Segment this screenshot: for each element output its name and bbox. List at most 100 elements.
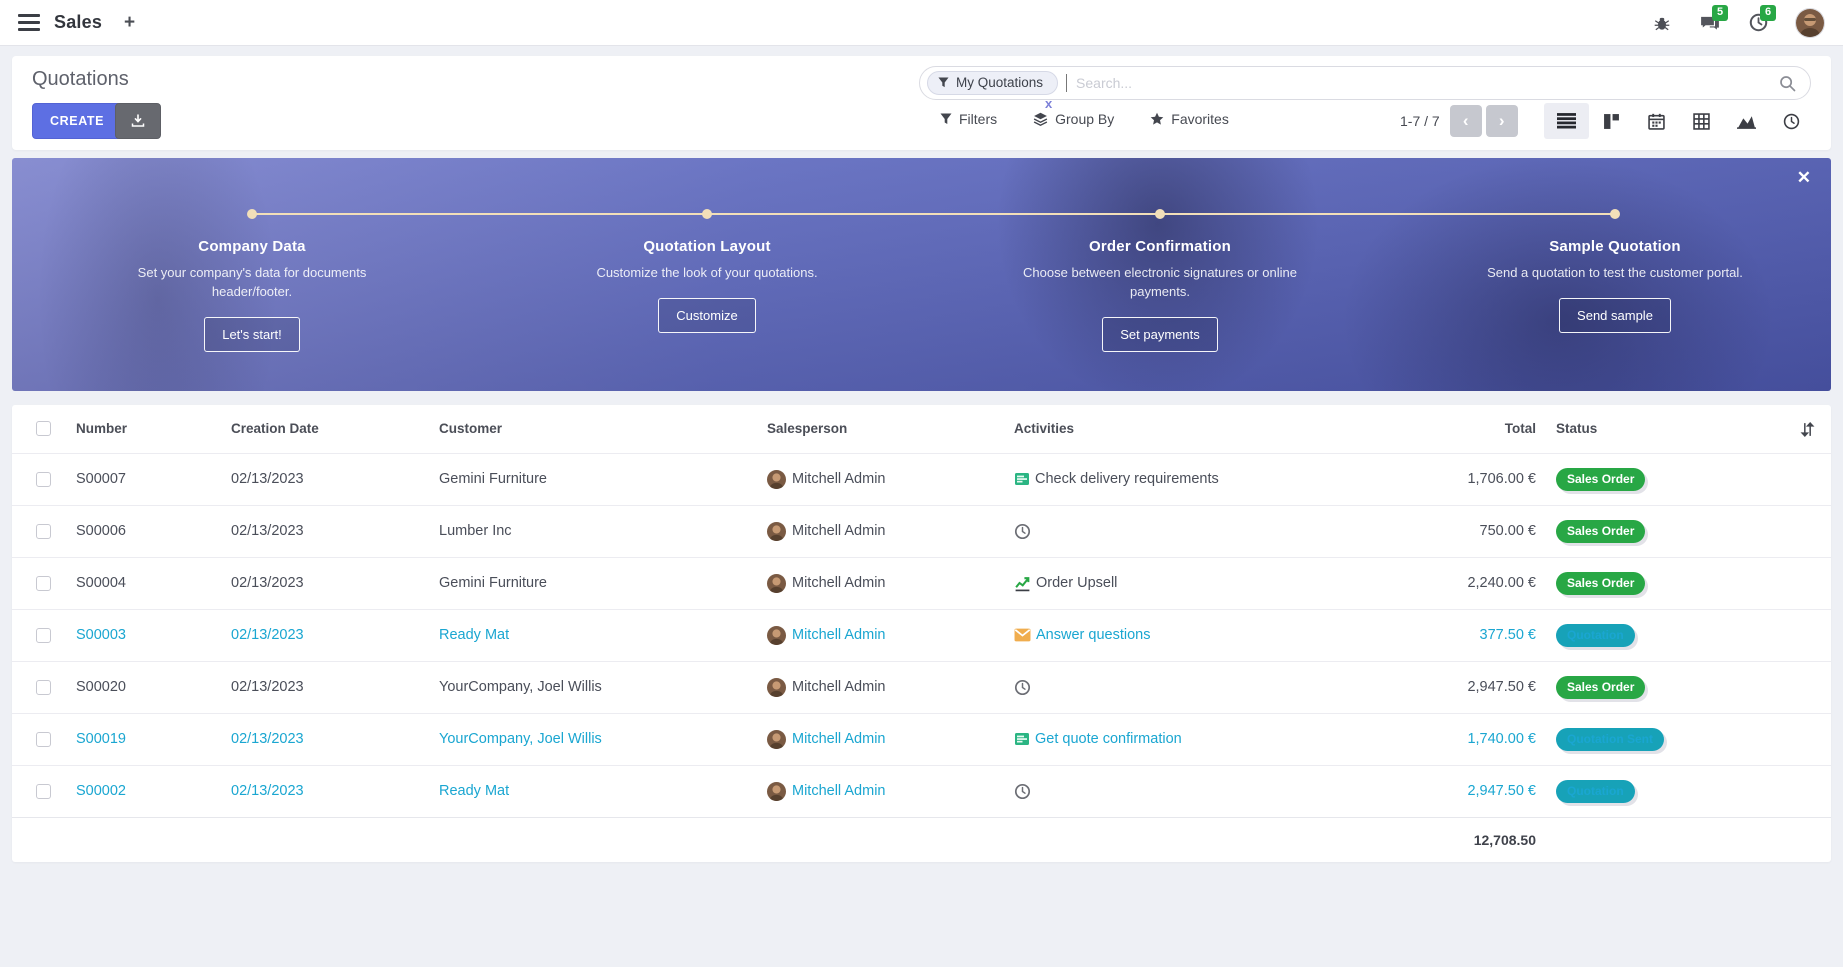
- cell-salesperson[interactable]: Mitchell Admin: [792, 471, 886, 487]
- cell-creation-date[interactable]: 02/13/2023: [231, 523, 304, 539]
- cell-customer[interactable]: Gemini Furniture: [439, 471, 547, 487]
- cell-total[interactable]: 1,706.00 €: [1467, 471, 1536, 487]
- row-checkbox[interactable]: [36, 627, 51, 643]
- cell-customer[interactable]: Lumber Inc: [439, 523, 512, 539]
- row-checkbox[interactable]: [36, 523, 51, 539]
- search-bar[interactable]: My Quotations Search... x: [919, 66, 1811, 111]
- onboarding-step-button[interactable]: Let's start!: [204, 316, 300, 352]
- cell-creation-date[interactable]: 02/13/2023: [231, 471, 304, 487]
- pager-previous-button[interactable]: ‹: [1449, 105, 1482, 137]
- column-header-number[interactable]: Number: [76, 421, 128, 437]
- clock-icon[interactable]: [1014, 523, 1031, 540]
- cell-total[interactable]: 2,947.50 €: [1467, 783, 1536, 799]
- plus-icon[interactable]: +: [124, 11, 136, 33]
- cell-number[interactable]: S00002: [76, 783, 126, 799]
- cell-number[interactable]: S00020: [76, 679, 126, 695]
- cell-number[interactable]: S00007: [76, 471, 126, 487]
- row-checkbox[interactable]: [36, 731, 51, 747]
- cell-total[interactable]: 750.00 €: [1479, 523, 1536, 539]
- pager-next-button[interactable]: ›: [1485, 105, 1518, 137]
- banner-close-icon[interactable]: ✕: [1796, 168, 1811, 187]
- column-header-status[interactable]: Status: [1556, 421, 1598, 437]
- filters-menu-button[interactable]: Filters: [940, 111, 997, 127]
- cell-total[interactable]: 377.50 €: [1479, 627, 1536, 643]
- apps-menu-icon[interactable]: [18, 14, 40, 31]
- export-button[interactable]: [115, 103, 161, 139]
- cell-customer[interactable]: YourCompany, Joel Willis: [439, 679, 602, 695]
- cell-number[interactable]: S00006: [76, 523, 126, 539]
- cell-salesperson[interactable]: Mitchell Admin: [792, 731, 886, 747]
- table-row[interactable]: S00006 02/13/2023 Lumber Inc Mitchell Ad…: [12, 505, 1831, 557]
- table-row[interactable]: S00002 02/13/2023 Ready Mat Mitchell Adm…: [12, 765, 1831, 817]
- graph-view-button[interactable]: [1724, 103, 1769, 139]
- pivot-view-button[interactable]: [1679, 103, 1724, 139]
- messages-icon[interactable]: 5: [1699, 4, 1729, 34]
- column-header-total[interactable]: Total: [1504, 421, 1536, 437]
- row-checkbox[interactable]: [36, 575, 51, 591]
- optional-columns-icon[interactable]: [1800, 421, 1815, 437]
- create-button[interactable]: CREATE: [32, 103, 123, 139]
- favorites-menu-button[interactable]: Favorites: [1150, 111, 1229, 127]
- cell-number[interactable]: S00019: [76, 731, 126, 747]
- row-checkbox[interactable]: [36, 471, 51, 487]
- cell-customer[interactable]: Ready Mat: [439, 783, 510, 799]
- clock-icon[interactable]: [1014, 783, 1031, 800]
- onboarding-step-dot: [247, 209, 257, 219]
- cell-creation-date[interactable]: 02/13/2023: [231, 679, 304, 695]
- row-checkbox[interactable]: [36, 679, 51, 695]
- cell-activity-label[interactable]: Check delivery requirements: [1035, 471, 1219, 487]
- kanban-view-button[interactable]: [1589, 103, 1634, 139]
- cell-total[interactable]: 2,240.00 €: [1467, 575, 1536, 591]
- tasks-icon[interactable]: [1014, 471, 1030, 487]
- row-checkbox[interactable]: [36, 783, 51, 799]
- select-all-checkbox[interactable]: [36, 421, 51, 437]
- cell-salesperson[interactable]: Mitchell Admin: [792, 783, 886, 799]
- table-row[interactable]: S00003 02/13/2023 Ready Mat Mitchell Adm…: [12, 609, 1831, 661]
- calendar-view-button[interactable]: [1634, 103, 1679, 139]
- cell-total[interactable]: 2,947.50 €: [1467, 679, 1536, 695]
- debug-bug-icon[interactable]: [1651, 12, 1673, 34]
- app-title[interactable]: Sales: [54, 12, 103, 32]
- user-avatar[interactable]: [1795, 7, 1825, 38]
- cell-customer[interactable]: Gemini Furniture: [439, 575, 547, 591]
- cell-salesperson[interactable]: Mitchell Admin: [792, 523, 886, 539]
- list-view-button[interactable]: [1544, 103, 1589, 139]
- search-input[interactable]: Search...: [1076, 75, 1133, 91]
- cell-salesperson[interactable]: Mitchell Admin: [792, 627, 886, 643]
- cell-salesperson[interactable]: Mitchell Admin: [792, 575, 886, 591]
- table-row[interactable]: S00007 02/13/2023 Gemini Furniture Mitch…: [12, 453, 1831, 505]
- column-header-creation-date[interactable]: Creation Date: [231, 421, 319, 437]
- cell-activity-label[interactable]: Answer questions: [1036, 627, 1151, 643]
- column-header-customer[interactable]: Customer: [439, 421, 503, 437]
- cell-number[interactable]: S00003: [76, 627, 126, 643]
- cell-activity-label[interactable]: Order Upsell: [1036, 575, 1118, 591]
- cell-creation-date[interactable]: 02/13/2023: [231, 627, 304, 643]
- cell-creation-date[interactable]: 02/13/2023: [231, 783, 304, 799]
- cell-customer[interactable]: YourCompany, Joel Willis: [439, 731, 602, 747]
- cell-creation-date[interactable]: 02/13/2023: [231, 575, 304, 591]
- column-header-salesperson[interactable]: Salesperson: [767, 421, 848, 437]
- chart-icon[interactable]: [1014, 575, 1031, 592]
- tasks-icon[interactable]: [1014, 731, 1030, 747]
- activities-clock-icon[interactable]: 6: [1747, 4, 1777, 34]
- onboarding-step-button[interactable]: Set payments: [1102, 316, 1218, 352]
- table-row[interactable]: S00019 02/13/2023 YourCompany, Joel Will…: [12, 713, 1831, 765]
- clock-icon[interactable]: [1014, 679, 1031, 696]
- table-row[interactable]: S00004 02/13/2023 Gemini Furniture Mitch…: [12, 557, 1831, 609]
- group-by-menu-button[interactable]: Group By: [1033, 111, 1114, 127]
- facet-remove-icon[interactable]: x: [1045, 96, 1053, 111]
- cell-salesperson[interactable]: Mitchell Admin: [792, 679, 886, 695]
- cell-customer[interactable]: Ready Mat: [439, 627, 510, 643]
- onboarding-step-button[interactable]: Send sample: [1559, 297, 1671, 333]
- activity-view-button[interactable]: [1769, 103, 1814, 139]
- envelope-icon[interactable]: [1014, 628, 1031, 642]
- cell-activity-label[interactable]: Get quote confirmation: [1035, 731, 1182, 747]
- column-header-activities[interactable]: Activities: [1014, 421, 1075, 437]
- cell-number[interactable]: S00004: [76, 575, 126, 591]
- onboarding-step-button[interactable]: Customize: [658, 297, 756, 333]
- search-icon[interactable]: [1779, 75, 1796, 92]
- cell-creation-date[interactable]: 02/13/2023: [231, 731, 304, 747]
- table-row[interactable]: S00020 02/13/2023 YourCompany, Joel Will…: [12, 661, 1831, 713]
- search-facet-my-quotations[interactable]: My Quotations: [927, 71, 1059, 95]
- cell-total[interactable]: 1,740.00 €: [1467, 731, 1536, 747]
